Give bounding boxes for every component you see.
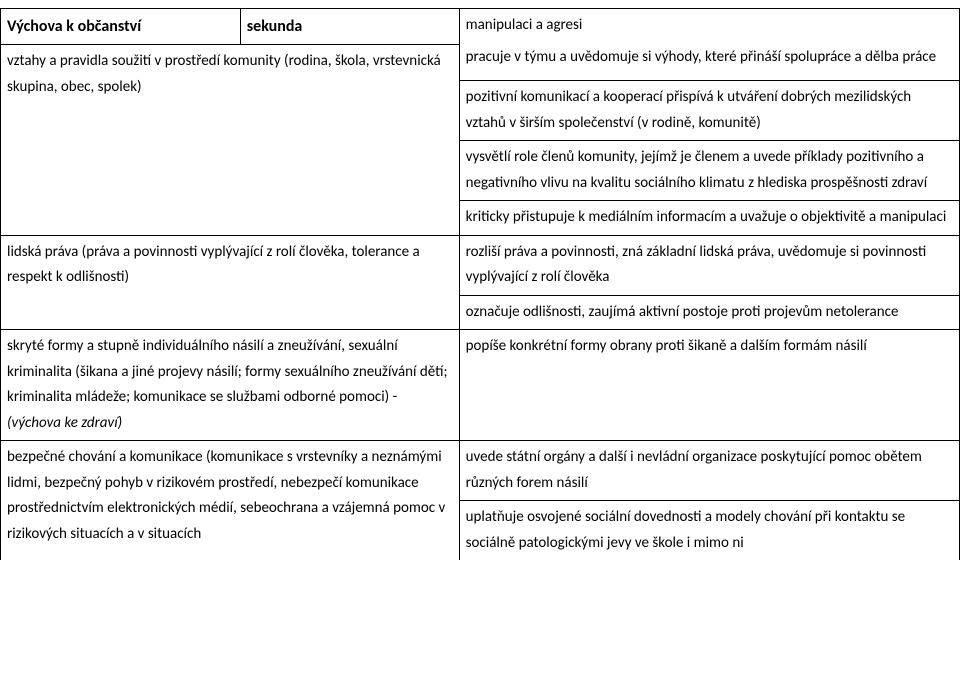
text-italic: (výchova ke zdraví) [7, 414, 122, 432]
cell-right: kriticky přistupuje k mediálním informac… [459, 201, 959, 236]
cell-right: rozliší práva a povinnosti, zná základní… [459, 235, 959, 295]
cell-left-4: bezpečné chování a komunikace (komunikac… [1, 441, 460, 561]
text: pracuje v týmu a uvědomuje si výhody, kt… [466, 45, 953, 71]
cell-right: uplatňuje osvojené sociální dovednosti a… [459, 501, 959, 561]
curriculum-table: Výchova k občanství sekunda manipulaci a… [0, 8, 960, 560]
cell-right: pozitivní komunikací a kooperací přispív… [459, 81, 959, 141]
header-title: Výchova k občanství [1, 9, 241, 45]
table-header-row: Výchova k občanství sekunda manipulaci a… [1, 9, 960, 45]
cell-left-1: vztahy a pravidla soužití v prostředí ko… [1, 45, 460, 235]
table-row: skryté formy a stupně individuálního nás… [1, 330, 960, 441]
cell-right: označuje odlišnosti, zaujímá aktivní pos… [459, 295, 959, 330]
table-row: bezpečné chování a komunikace (komunikac… [1, 441, 960, 501]
cell-left-3: skryté formy a stupně individuálního nás… [1, 330, 460, 441]
cell-right: popíše konkrétní formy obrany proti šika… [459, 330, 959, 441]
cell-left-2: lidská práva (práva a povinnosti vyplýva… [1, 235, 460, 330]
text: manipulaci a agresi [466, 13, 953, 39]
cell-right: uvede státní orgány a další i nevládní o… [459, 441, 959, 501]
cell-right-1: manipulaci a agresi pracuje v týmu a uvě… [459, 9, 959, 81]
header-grade: sekunda [240, 9, 459, 45]
cell-right: vysvětlí role členů komunity, jejímž je … [459, 141, 959, 201]
text: skryté formy a stupně individuálního nás… [7, 337, 448, 406]
table-row: lidská práva (práva a povinnosti vyplýva… [1, 235, 960, 295]
page-container: Výchova k občanství sekunda manipulaci a… [0, 0, 960, 684]
